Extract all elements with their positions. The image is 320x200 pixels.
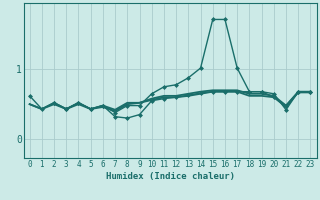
X-axis label: Humidex (Indice chaleur): Humidex (Indice chaleur) — [106, 172, 235, 181]
